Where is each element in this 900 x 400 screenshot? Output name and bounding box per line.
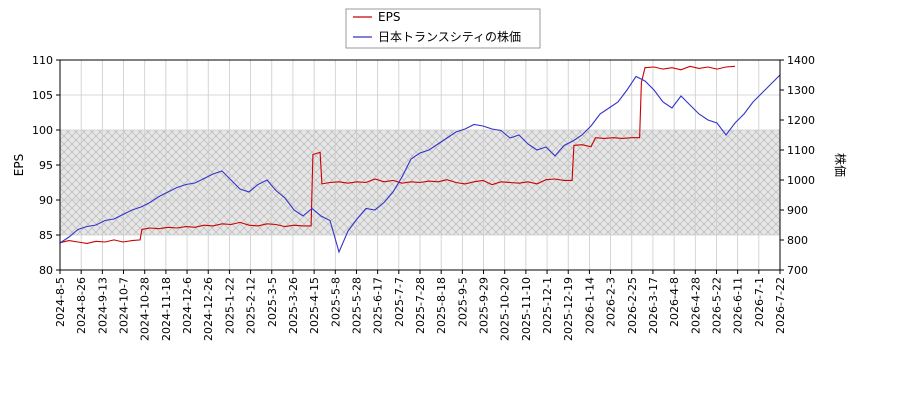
y-left-axis-label: EPS: [12, 154, 26, 176]
x-tick-label: 2025-4-15: [308, 277, 321, 334]
x-tick-label: 2025-9-5: [456, 277, 469, 327]
x-tick-label: 2025-7-7: [393, 277, 406, 327]
x-tick-label: 2026-7-1: [753, 277, 766, 327]
x-tick-label: 2024-9-13: [96, 277, 109, 334]
x-tick-label: 2026-4-28: [689, 277, 702, 334]
y-left-tick-label: 100: [32, 124, 53, 137]
y-left-tick-label: 105: [32, 89, 53, 102]
y-right-axis-label: 株価: [833, 153, 848, 177]
x-tick-label: 2024-12-6: [181, 277, 194, 334]
y-left-tick-label: 80: [39, 264, 53, 277]
x-tick-label: 2025-5-8: [329, 277, 342, 327]
y-left-tick-label: 85: [39, 229, 53, 242]
series-line-price: [59, 74, 781, 254]
x-tick-label: 2025-1-22: [223, 277, 236, 334]
x-tick-label: 2026-7-22: [774, 277, 787, 334]
x-tick-label: 2025-2-12: [245, 277, 258, 334]
x-tick-label: 2024-11-18: [160, 277, 173, 341]
y-right-tick-label: 800: [787, 234, 808, 247]
y-right-tick-label: 700: [787, 264, 808, 277]
x-tick-label: 2026-1-14: [583, 277, 596, 334]
y-right-tick-label: 1300: [787, 84, 815, 97]
legend-label-eps: EPS: [378, 10, 400, 24]
y-right-tick-label: 1200: [787, 114, 815, 127]
y-left-tick-label: 95: [39, 159, 53, 172]
x-tick-label: 2025-11-10: [520, 277, 533, 341]
x-tick-label: 2024-10-28: [139, 277, 152, 341]
x-tick-label: 2025-5-28: [350, 277, 363, 334]
x-tick-label: 2025-6-17: [372, 277, 385, 334]
y-right-tick-label: 1400: [787, 54, 815, 67]
x-tick-label: 2026-4-8: [668, 277, 681, 327]
x-tick-label: 2025-12-1: [541, 277, 554, 334]
x-tick-label: 2025-3-26: [287, 277, 300, 334]
x-tick-label: 2024-10-7: [118, 277, 131, 334]
x-tick-label: 2026-5-22: [710, 277, 723, 334]
legend-box: [345, 8, 541, 49]
x-tick-label: 2024-8-5: [54, 277, 67, 327]
y-left-tick-label: 110: [32, 54, 53, 67]
x-tick-label: 2024-12-26: [202, 277, 215, 341]
y-right-tick-label: 1100: [787, 144, 815, 157]
x-tick-label: 2026-6-11: [732, 277, 745, 334]
y-right-tick-label: 900: [787, 204, 808, 217]
y-right-tick-label: 1000: [787, 174, 815, 187]
x-tick-label: 2026-2-3: [605, 277, 618, 327]
legend-label-price: 日本トランスシティの株価: [378, 29, 521, 44]
y-left-tick-label: 90: [39, 194, 53, 207]
series-line-eps: [59, 65, 736, 244]
x-tick-label: 2025-12-19: [562, 277, 575, 341]
x-tick-label: 2025-10-20: [499, 277, 512, 341]
x-tick-label: 2026-2-25: [626, 277, 639, 334]
x-tick-label: 2025-9-29: [478, 277, 491, 334]
x-tick-label: 2026-3-17: [647, 277, 660, 334]
x-tick-label: 2025-3-5: [266, 277, 279, 327]
legend: EPS 日本トランスシティの株価: [345, 8, 541, 49]
x-tick-label: 2025-8-18: [435, 277, 448, 334]
x-tick-label: 2024-8-26: [75, 277, 88, 334]
x-tick-label: 2025-7-28: [414, 277, 427, 334]
